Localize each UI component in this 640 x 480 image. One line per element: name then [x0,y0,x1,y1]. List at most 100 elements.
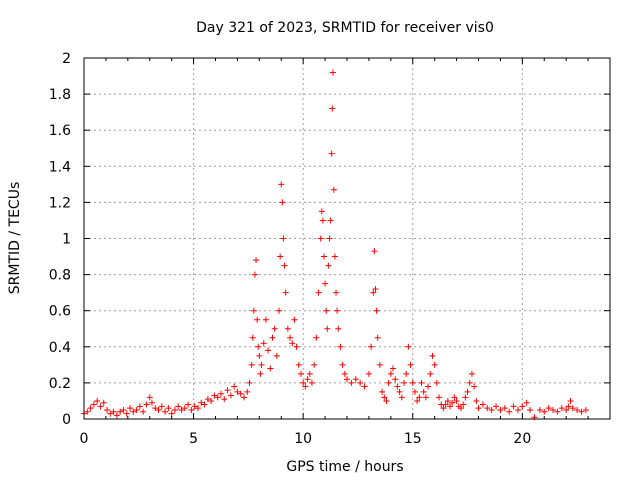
data-point [582,406,589,413]
data-point [471,383,478,390]
data-point [429,352,436,359]
data-point [168,410,175,417]
data-point [451,394,458,401]
data-point [374,334,381,341]
data-point [436,394,443,401]
data-point [257,370,264,377]
data-point [198,399,205,406]
data-point [541,408,548,415]
y-tick-label: 1.6 [49,123,71,139]
data-point [330,186,337,193]
data-point [574,406,581,413]
y-tick-label: 1 [62,232,71,248]
data-point [291,316,298,323]
data-point [113,412,120,419]
data-point [407,361,414,368]
data-point [506,408,513,415]
data-point [337,343,344,350]
data-point [194,405,201,412]
data-points [81,69,589,421]
data-point [567,397,574,404]
data-point [295,361,302,368]
data-point [94,397,101,404]
grid-lines [84,58,610,419]
data-point [447,403,454,410]
data-point [493,403,500,410]
data-point [146,394,153,401]
data-point [188,406,195,413]
data-point [440,405,447,412]
data-point [162,408,169,415]
data-point [411,388,418,395]
data-point [457,405,464,412]
data-point [409,379,416,386]
data-point [392,376,399,383]
data-point [204,396,211,403]
data-point [250,307,257,314]
data-point [368,343,375,350]
data-point [279,199,286,206]
data-point [381,394,388,401]
x-tick-label: 15 [404,431,422,447]
y-tick-label: 0.2 [49,376,71,392]
data-point [315,289,322,296]
data-point [308,379,315,386]
x-axis-label: GPS time / hours [286,459,403,475]
data-point [136,403,143,410]
data-point [431,361,438,368]
data-point [497,406,504,413]
data-point [249,334,256,341]
data-point [334,307,341,314]
data-point [475,405,482,412]
data-point [237,390,244,397]
data-point [379,388,386,395]
data-point [277,253,284,260]
data-point [484,405,491,412]
data-point [468,370,475,377]
data-point [510,403,517,410]
data-point [281,262,288,269]
data-point [320,253,327,260]
data-point [318,208,325,215]
data-point [427,370,434,377]
data-point [100,399,107,406]
data-point [175,403,182,410]
data-point [325,262,332,269]
data-point [425,383,432,390]
data-point [563,406,570,413]
data-point [258,361,265,368]
data-point [140,408,147,415]
y-tick-label: 2 [62,51,71,67]
data-point [143,401,150,408]
data-point [148,399,155,406]
data-point [293,343,300,350]
data-point [214,394,221,401]
data-point [462,394,469,401]
data-point [178,406,185,413]
data-point [155,406,162,413]
data-point [328,150,335,157]
data-point [357,379,364,386]
data-point [104,406,111,413]
data-point [554,408,561,415]
data-point [300,379,307,386]
data-point [87,405,94,412]
data-point [523,399,530,406]
data-point [260,340,267,347]
data-point [110,408,117,415]
data-point [348,379,355,386]
data-point [256,352,263,359]
y-axis-label: SRMTID / TECUs [7,182,23,295]
data-point [335,325,342,332]
y-tick-label: 0 [62,412,71,428]
data-point [323,307,330,314]
data-point [289,340,296,347]
data-point [158,403,165,410]
data-point [344,376,350,383]
data-point [444,397,451,404]
data-point [224,387,231,394]
data-point [311,361,318,368]
data-point [269,334,276,341]
data-point [376,361,383,368]
data-point [181,405,188,412]
